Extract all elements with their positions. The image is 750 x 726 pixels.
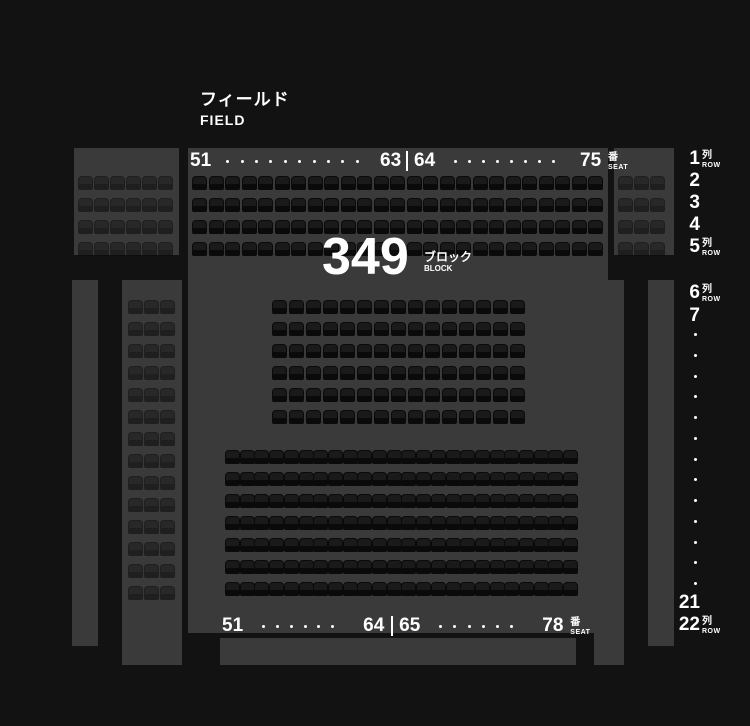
seat-label-bottom: 番SEAT — [570, 618, 590, 636]
block-label: ブロックBLOCK — [424, 251, 472, 273]
seat-label-top: 番SEAT — [608, 153, 628, 171]
field-label: フィールドFIELD — [200, 85, 290, 128]
block-number: 349 — [322, 227, 409, 287]
